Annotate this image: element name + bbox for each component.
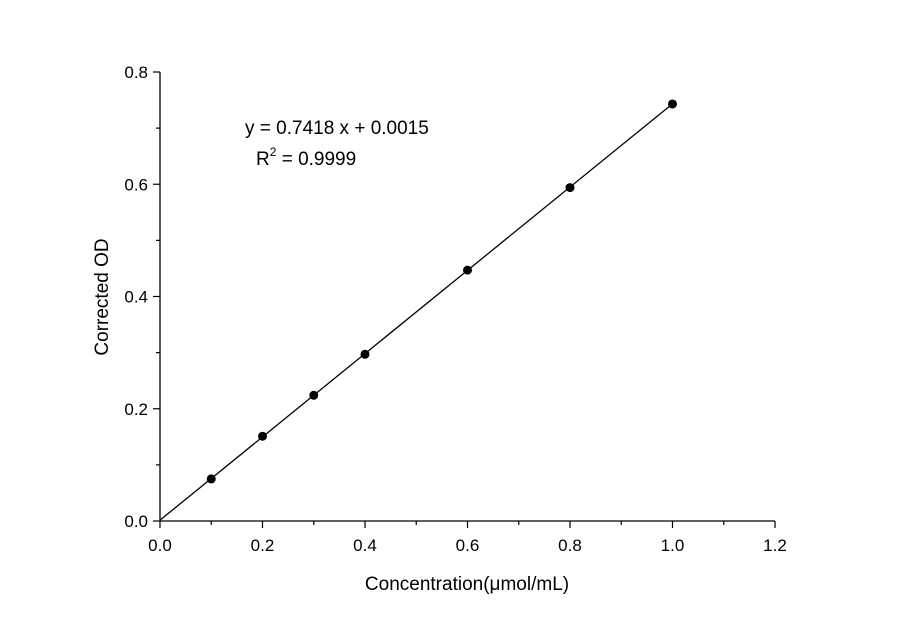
x-tick-label: 0.4 [353, 536, 377, 555]
y-tick-label: 0.4 [124, 288, 148, 307]
tick-labels: 0.0 0.2 0.4 0.6 0.8 1.0 1.2 0.0 0.2 0.4 0.6 0.8 [124, 63, 786, 555]
ticks [153, 71, 776, 528]
data-points [206, 99, 677, 484]
r-squared-superscript: 2 [270, 145, 277, 159]
data-point [463, 265, 472, 275]
x-tick-label: 1.2 [763, 536, 787, 555]
equation-label: y = 0.7418 x + 0.0015 [245, 118, 429, 139]
x-tick-label: 0.8 [558, 536, 582, 555]
data-point [258, 431, 267, 441]
axes [159, 72, 775, 522]
x-axis-title: Concentration(μmol/mL) [365, 574, 569, 595]
y-axis-title: Corrected OD [92, 238, 113, 355]
x-tick-label: 0.0 [148, 536, 172, 555]
data-point [309, 390, 319, 400]
x-tick-label: 1.0 [661, 536, 685, 555]
r-squared-label: R2 = 0.9999 [256, 145, 356, 170]
y-tick-label: 0.6 [124, 175, 148, 194]
fit-line [159, 103, 673, 521]
data-point [360, 349, 370, 359]
data-point [565, 183, 575, 193]
y-tick-label: 0.8 [124, 63, 148, 82]
r-squared-value: = 0.9999 [276, 149, 356, 170]
y-tick-label: 0.2 [124, 400, 148, 419]
x-tick-label: 0.2 [251, 536, 275, 555]
r-squared-symbol: R [256, 149, 270, 170]
data-point [206, 474, 216, 484]
x-tick-label: 0.6 [456, 536, 480, 555]
y-tick-label: 0.0 [124, 512, 148, 531]
data-point [668, 99, 677, 109]
